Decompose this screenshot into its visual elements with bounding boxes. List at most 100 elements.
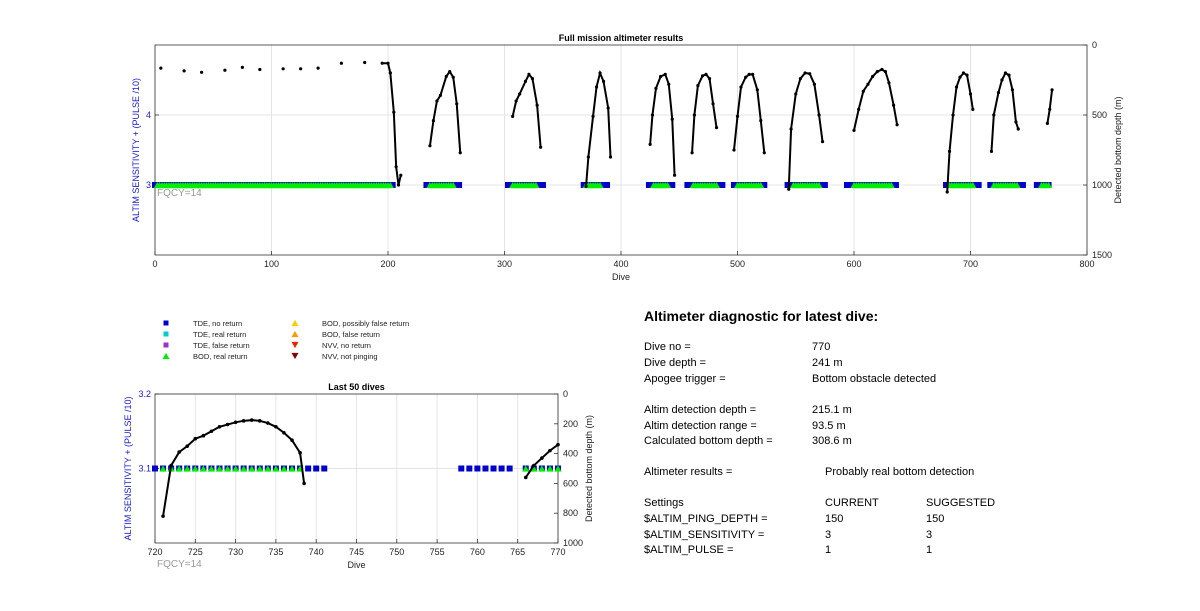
- full-mission-chart: 0 100 200 300 400 500 600 700 800 3 4 0 500 1000 1500 F…: [131, 33, 1123, 282]
- depth-point: [965, 73, 969, 77]
- y-right-tick-label: 1000: [563, 538, 583, 548]
- tde-marker: [305, 465, 312, 472]
- legend-triangle-marker: [162, 352, 170, 360]
- depth-point: [1007, 73, 1011, 77]
- x-tick-label: 735: [268, 547, 283, 557]
- diagnostic-title: Altimeter diagnostic for latest dive:: [644, 308, 879, 324]
- depth-point: [989, 149, 994, 153]
- depth-point: [945, 190, 949, 194]
- y-right-axis-label: Detected bottom depth (m): [1113, 96, 1123, 203]
- depth-point: [399, 173, 403, 177]
- depth-point: [672, 173, 677, 177]
- depth-point: [700, 74, 705, 78]
- settings-header: Settings: [644, 497, 684, 509]
- depth-point: [584, 184, 588, 188]
- legend: TDE, no return TDE, real return TDE, false…: [162, 319, 409, 361]
- dive-no-value: 770: [812, 341, 831, 353]
- depth-point: [1003, 71, 1008, 75]
- depth-point: [182, 69, 186, 73]
- depth-point: [608, 155, 613, 159]
- x-tick-label: 400: [613, 259, 628, 269]
- fqcy-annotation: FQCY=14: [157, 188, 202, 199]
- legend-label: TDE, false return: [193, 341, 250, 350]
- altim-detection-depth-label: Altim detection depth =: [644, 404, 757, 416]
- y-left-tick-label: 3: [146, 180, 151, 190]
- depth-point: [302, 481, 306, 486]
- depth-point: [759, 119, 763, 123]
- bod-marker: [1013, 181, 1021, 189]
- depth-point: [448, 70, 452, 74]
- depth-point: [257, 419, 262, 423]
- depth-point: [812, 82, 816, 86]
- depth-point: [1050, 88, 1054, 92]
- setting-current: 150: [825, 513, 844, 525]
- tde-marker: [458, 465, 465, 472]
- setting-name: $ALTIM_PING_DEPTH =: [644, 513, 768, 525]
- x-tick-label: 755: [430, 547, 445, 557]
- tde-marker: [321, 465, 328, 472]
- calculated-bottom-depth-label: Calculated bottom depth =: [644, 435, 773, 447]
- depth-point: [892, 103, 896, 107]
- y-right-tick-label: 1500: [1092, 250, 1112, 260]
- depth-point: [751, 72, 755, 76]
- depth-point: [591, 114, 595, 118]
- depth-line: [585, 69, 612, 187]
- depth-point: [539, 145, 543, 149]
- bod-marker: [191, 465, 199, 472]
- x-tick-label: 100: [264, 259, 279, 269]
- tde-marker: [490, 465, 497, 472]
- depth-point: [744, 75, 748, 79]
- depth-point: [451, 75, 455, 79]
- setting-name: $ALTIM_PULSE =: [644, 544, 734, 556]
- depth-point: [540, 456, 544, 460]
- y-right-tick-label: 500: [1092, 110, 1107, 120]
- bod-marker: [240, 465, 248, 472]
- depth-line: [382, 62, 402, 186]
- legend-square-marker: [163, 342, 169, 348]
- y-right-tick-label: 1000: [1092, 180, 1112, 190]
- tde-marker: [466, 465, 473, 472]
- bod-marker: [232, 465, 240, 472]
- depth-point: [1048, 107, 1052, 111]
- tde-marker: [539, 182, 546, 188]
- y-right-axis-label: Detected bottom depth (m): [584, 415, 594, 522]
- y-left-axis-label: ALTIM SENSITIVITY + (PULSE /10): [131, 78, 141, 222]
- depth-point: [601, 79, 606, 83]
- depth-point: [866, 82, 870, 86]
- depth-point: [299, 67, 303, 71]
- dive-depth-value: 241 m: [812, 357, 843, 369]
- tde-marker: [152, 465, 158, 472]
- bod-marker: [1045, 181, 1053, 189]
- depth-point: [1045, 121, 1049, 125]
- depth-point: [394, 165, 398, 169]
- depth-line: [511, 72, 542, 148]
- y-right-tick-label: 0: [1092, 40, 1097, 50]
- setting-current: 1: [825, 544, 832, 556]
- x-tick-label: 800: [1079, 259, 1094, 269]
- tde-marker: [892, 182, 899, 188]
- depth-line: [1046, 89, 1054, 124]
- bod-marker: [664, 181, 672, 189]
- depth-point: [817, 113, 821, 117]
- x-tick-label: 500: [730, 259, 745, 269]
- depth-point: [518, 92, 522, 96]
- tde-marker: [474, 465, 481, 472]
- depth-point: [1010, 88, 1015, 92]
- legend-label: TDE, real return: [193, 330, 246, 339]
- depth-point: [159, 66, 163, 70]
- legend-label: NVV, no return: [322, 341, 371, 350]
- altim-detection-depth-value: 215.1 m: [812, 404, 852, 416]
- depth-point: [803, 71, 807, 75]
- depth-point: [787, 187, 791, 191]
- depth-point: [266, 421, 270, 425]
- legend-label: NVV, not pinging: [322, 352, 378, 361]
- bod-marker: [530, 465, 538, 472]
- depth-point: [240, 65, 244, 69]
- bod-marker: [199, 465, 207, 472]
- depth-point: [282, 430, 286, 435]
- depth-point: [852, 128, 856, 132]
- y-left-tick-label: 3.1: [138, 464, 151, 474]
- depth-point: [169, 463, 173, 468]
- x-tick-label: 770: [550, 547, 565, 557]
